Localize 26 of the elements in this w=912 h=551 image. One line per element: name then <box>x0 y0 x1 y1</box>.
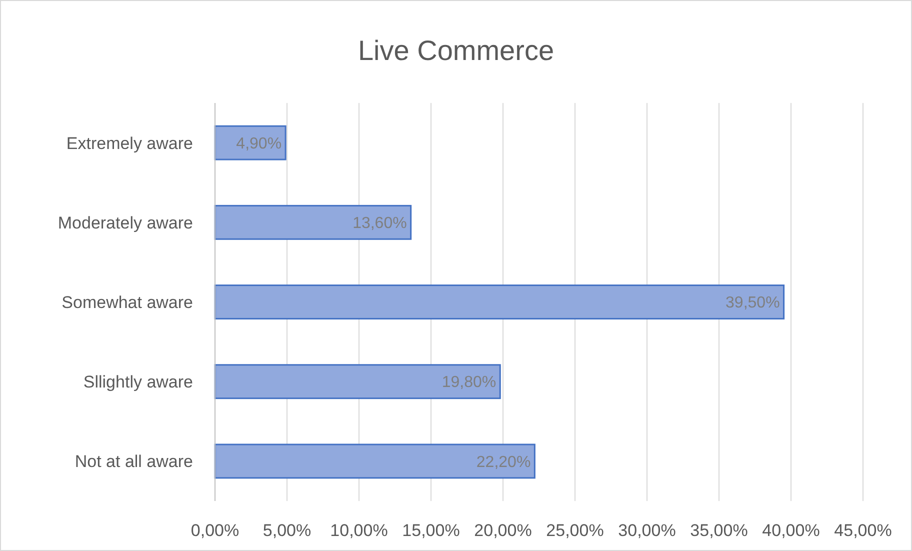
data-label: 39,50% <box>726 294 780 312</box>
data-label: 19,80% <box>442 374 496 392</box>
bar <box>214 364 501 400</box>
bar <box>214 444 536 479</box>
x-tick-label: 0,00% <box>190 521 240 540</box>
x-tick-label: 25,00% <box>546 521 604 540</box>
x-tick-label: 45,00% <box>834 521 892 540</box>
x-tick-label: 15,00% <box>402 521 460 540</box>
x-tick-label: 30,00% <box>618 521 676 540</box>
bar <box>214 204 412 240</box>
y-tick-label: Moderately aware <box>58 213 193 232</box>
y-tick-label: Sllightly aware <box>83 372 193 392</box>
x-tick-label: 20,00% <box>474 521 532 540</box>
bar <box>214 125 286 160</box>
y-tick-label: Extremely aware <box>66 134 193 153</box>
x-tick-label: 5,00% <box>262 521 312 540</box>
data-label: 4,90% <box>236 135 282 152</box>
y-tick-label: Somewhat aware <box>62 292 193 312</box>
bar <box>214 284 785 320</box>
data-label: 13,60% <box>352 215 407 232</box>
chart-title: Live Commerce <box>358 35 554 66</box>
data-label: 22,20% <box>476 454 531 471</box>
x-tick-label: 10,00% <box>330 521 388 540</box>
y-tick-label: Not at all aware <box>74 452 193 472</box>
x-tick-label: 35,00% <box>690 521 748 540</box>
x-tick-label: 40,00% <box>762 521 820 540</box>
